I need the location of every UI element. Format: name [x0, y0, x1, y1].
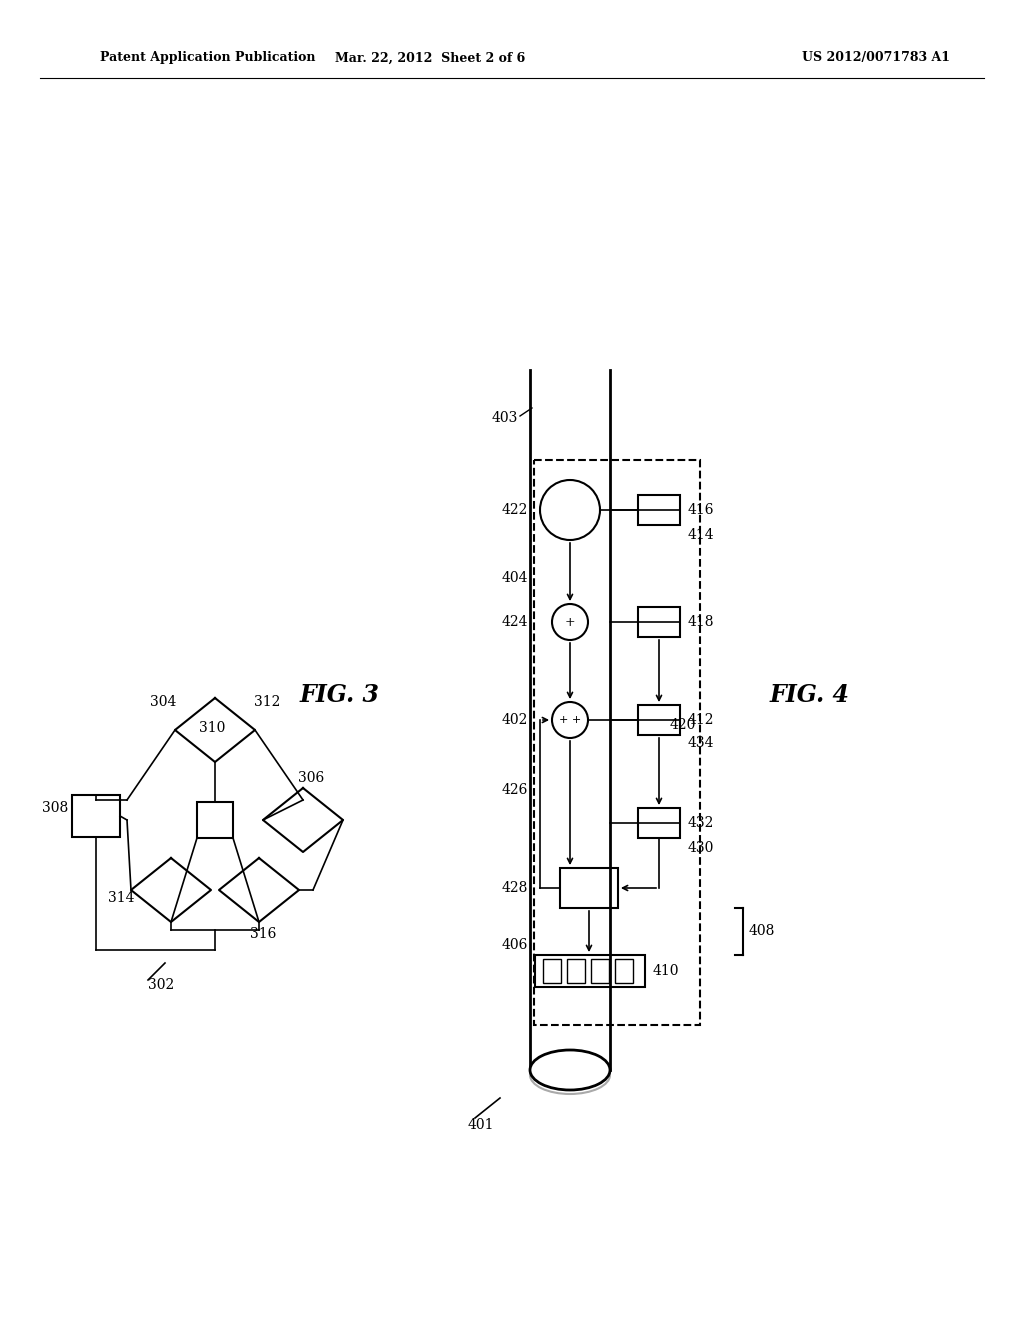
- Text: 316: 316: [250, 927, 276, 941]
- Text: 432: 432: [688, 816, 715, 830]
- Text: FIG. 3: FIG. 3: [300, 682, 380, 708]
- Text: 434: 434: [688, 737, 715, 750]
- Text: 422: 422: [502, 503, 528, 517]
- Circle shape: [540, 480, 600, 540]
- Text: 308: 308: [42, 801, 68, 814]
- Text: Patent Application Publication: Patent Application Publication: [100, 51, 315, 65]
- Bar: [591, 960, 609, 983]
- Text: 418: 418: [688, 615, 715, 630]
- Circle shape: [552, 702, 588, 738]
- Bar: [615, 960, 633, 983]
- Text: +: +: [564, 615, 575, 628]
- Text: 312: 312: [254, 696, 281, 709]
- Text: 403: 403: [492, 411, 518, 425]
- Text: 302: 302: [148, 978, 174, 993]
- Text: 420: 420: [670, 718, 696, 733]
- Bar: [638, 607, 680, 638]
- Text: 426: 426: [502, 783, 528, 797]
- Bar: [638, 495, 680, 525]
- Text: 416: 416: [688, 503, 715, 517]
- Bar: [638, 705, 680, 735]
- Text: 412: 412: [688, 713, 715, 727]
- Circle shape: [552, 605, 588, 640]
- Text: 314: 314: [108, 891, 134, 906]
- Bar: [534, 459, 700, 1026]
- Text: 430: 430: [688, 841, 715, 855]
- Text: 428: 428: [502, 880, 528, 895]
- Text: 402: 402: [502, 713, 528, 727]
- Bar: [535, 954, 645, 987]
- Text: Mar. 22, 2012  Sheet 2 of 6: Mar. 22, 2012 Sheet 2 of 6: [335, 51, 525, 65]
- Bar: [72, 795, 120, 837]
- Ellipse shape: [530, 1049, 610, 1090]
- Text: US 2012/0071783 A1: US 2012/0071783 A1: [802, 51, 950, 65]
- Text: 310: 310: [199, 721, 225, 735]
- Ellipse shape: [530, 1056, 610, 1094]
- Bar: [197, 803, 233, 838]
- Text: 401: 401: [468, 1118, 495, 1133]
- Bar: [543, 960, 561, 983]
- Text: 306: 306: [298, 771, 325, 785]
- Bar: [638, 808, 680, 838]
- Text: 410: 410: [653, 964, 680, 978]
- Text: 304: 304: [150, 696, 176, 709]
- Text: 406: 406: [502, 939, 528, 952]
- Text: + +: + +: [559, 715, 582, 725]
- Text: FIG. 4: FIG. 4: [770, 682, 850, 708]
- Bar: [560, 869, 618, 908]
- Text: 404: 404: [502, 572, 528, 585]
- Text: 408: 408: [749, 924, 775, 939]
- Text: 424: 424: [502, 615, 528, 630]
- Bar: [567, 960, 585, 983]
- Text: 414: 414: [688, 528, 715, 543]
